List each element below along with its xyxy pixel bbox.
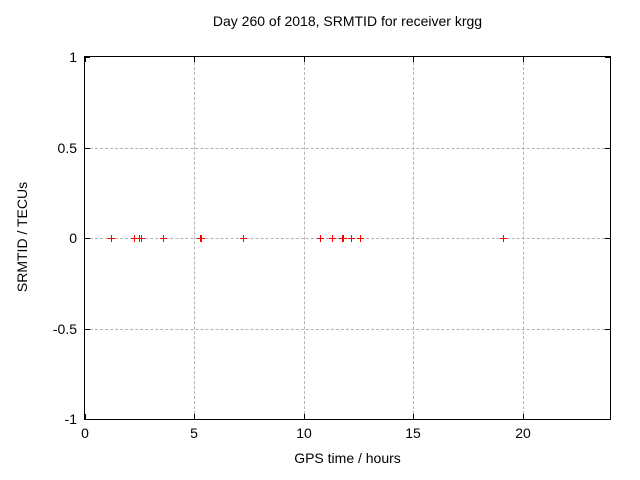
data-point-marker [317, 235, 324, 242]
data-point-marker [138, 235, 145, 242]
y-gridline [85, 329, 610, 330]
y-tick-label: -1 [64, 411, 77, 427]
x-tick-mark [523, 414, 524, 419]
x-tick-mark [194, 57, 195, 62]
x-tick-mark [194, 414, 195, 419]
y-axis-label: SRMTID / TECUs [14, 181, 30, 293]
y-tick-mark [605, 238, 610, 239]
y-gridline [85, 148, 610, 149]
data-point-marker [348, 235, 355, 242]
y-tick-mark [85, 238, 90, 239]
y-tick-label: 0 [69, 230, 77, 246]
x-tick-label: 10 [296, 425, 312, 441]
x-tick-mark [85, 57, 86, 62]
y-tick-label: 1 [69, 49, 77, 65]
y-tick-mark [85, 57, 90, 58]
data-point-marker [357, 235, 364, 242]
data-point-marker [131, 235, 138, 242]
data-point-marker [240, 235, 247, 242]
y-tick-mark [605, 419, 610, 420]
plot-area: 0 5 10 15 20 1 0.5 0 -0.5 -1 [53, 49, 611, 441]
y-tick-mark [605, 148, 610, 149]
data-point-marker [160, 235, 167, 242]
y-tick-label: -0.5 [52, 321, 77, 337]
x-tick-mark [413, 57, 414, 62]
data-point-marker [340, 235, 347, 242]
x-tick-mark [304, 57, 305, 62]
data-point-marker [198, 235, 205, 242]
x-tick-label: 0 [81, 425, 89, 441]
data-point-marker [108, 235, 115, 242]
x-tick-mark [304, 414, 305, 419]
x-axis-label: GPS time / hours [294, 450, 401, 466]
y-tick-label: 0.5 [57, 140, 77, 156]
x-tick-label: 15 [405, 425, 421, 441]
data-point-marker [500, 235, 507, 242]
x-tick-mark [413, 414, 414, 419]
y-gridline [85, 238, 610, 239]
y-tick-mark [85, 148, 90, 149]
y-tick-mark [85, 329, 90, 330]
x-tick-mark [85, 414, 86, 419]
data-point-marker [329, 235, 336, 242]
x-tick-mark [523, 57, 524, 62]
y-tick-mark [605, 57, 610, 58]
chart-title: Day 260 of 2018, SRMTID for receiver krg… [212, 13, 483, 29]
x-tick-label: 5 [190, 425, 198, 441]
y-tick-mark [85, 419, 90, 420]
y-tick-mark [605, 329, 610, 330]
x-tick-label: 20 [515, 425, 531, 441]
